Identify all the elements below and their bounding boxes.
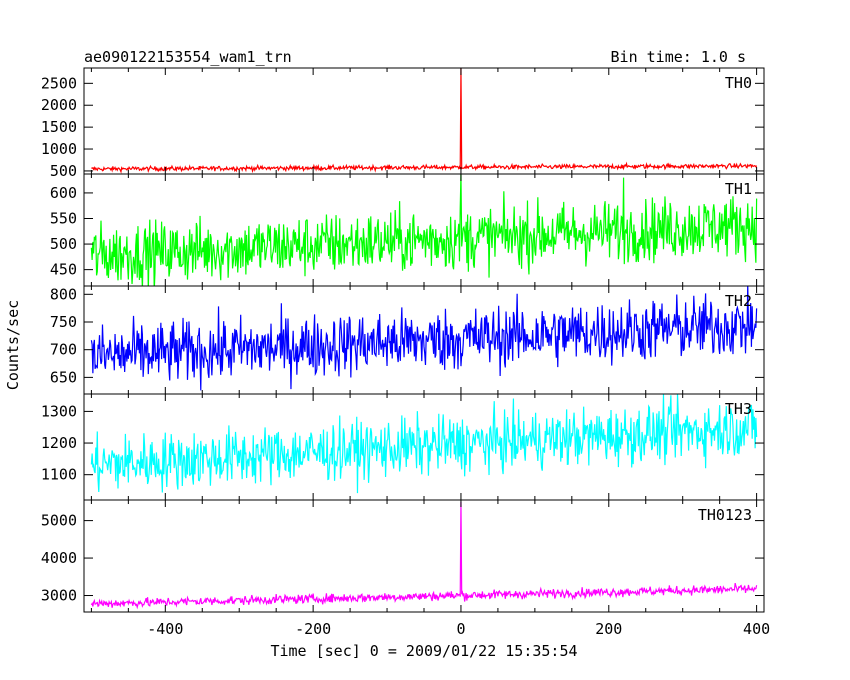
- x-tick-label: -400: [147, 620, 183, 638]
- y-axis-label: Counts/sec: [4, 300, 22, 390]
- y-tick-label: 5000: [41, 512, 77, 530]
- y-tick-label: 3000: [41, 587, 77, 605]
- y-tick-label: 700: [50, 341, 77, 359]
- y-tick-label: 500: [50, 162, 77, 180]
- series-line-th0123: [90, 501, 758, 610]
- y-tick-label: 1100: [41, 466, 77, 484]
- panel-frame: [83, 67, 765, 175]
- y-tick-label: 1500: [41, 118, 77, 136]
- x-tick-label: 400: [743, 620, 770, 638]
- x-tick-label: 200: [595, 620, 622, 638]
- y-tick-label: 2500: [41, 74, 77, 92]
- y-tick-label: 450: [50, 261, 77, 279]
- panel-label-th3: TH3: [725, 400, 752, 418]
- series-line-th1: [90, 174, 758, 286]
- y-tick-label: 1300: [41, 402, 77, 420]
- series-line-th0: [91, 68, 758, 174]
- y-tick-label: 600: [50, 184, 77, 202]
- panel-th0: 500 1000 1500 2000 2500 TH0: [41, 67, 765, 180]
- panel-th2: 650 700 750 800 TH2: [50, 285, 765, 395]
- y-tick-label: 550: [50, 209, 77, 227]
- y-tick-label: 2000: [41, 96, 77, 114]
- series-line-th2: [90, 286, 758, 391]
- y-tick-label: 4000: [41, 549, 77, 567]
- chart-title: ae090122153554_wam1_trn: [84, 48, 292, 66]
- bin-time-label: Bin time: 1.0 s: [611, 48, 746, 66]
- x-tick-label: -200: [295, 620, 331, 638]
- y-tick-label: 750: [50, 313, 77, 331]
- x-tick-label: 0: [456, 620, 465, 638]
- y-tick-label: 1200: [41, 434, 77, 452]
- panel-th3: 1100 1200 1300 TH3: [41, 393, 765, 501]
- y-tick-label: 650: [50, 368, 77, 386]
- y-tick-label: 800: [50, 285, 77, 303]
- series-line-th3: [90, 394, 758, 494]
- panel-label-th1: TH1: [725, 180, 752, 198]
- y-tick-label: 1000: [41, 140, 77, 158]
- panel-label-th2: TH2: [725, 292, 752, 310]
- panel-label-th0: TH0: [725, 74, 752, 92]
- panel-th1: 450 500 550 600 TH1: [50, 173, 765, 287]
- panel-label-th0123: TH0123: [698, 506, 752, 524]
- panel-th0123: 3000 4000 5000 TH0123: [41, 499, 765, 613]
- x-axis-label: Time [sec] 0 = 2009/01/22 15:35:54: [270, 642, 577, 660]
- y-tick-label: 500: [50, 235, 77, 253]
